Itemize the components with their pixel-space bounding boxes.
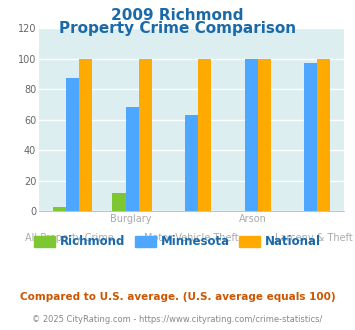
Text: Motor Vehicle Theft: Motor Vehicle Theft	[144, 233, 239, 243]
Bar	[245, 59, 258, 211]
Text: Arson: Arson	[239, 214, 267, 224]
Legend: Richmond, Minnesota, National: Richmond, Minnesota, National	[29, 231, 326, 253]
Bar	[79, 59, 92, 211]
Text: All Property Crime: All Property Crime	[25, 233, 114, 243]
Bar	[126, 108, 139, 211]
Bar	[139, 59, 152, 211]
Bar	[258, 59, 271, 211]
Text: Burglary: Burglary	[110, 214, 151, 224]
Text: © 2025 CityRating.com - https://www.cityrating.com/crime-statistics/: © 2025 CityRating.com - https://www.city…	[32, 315, 323, 324]
Bar	[304, 63, 317, 211]
Text: Compared to U.S. average. (U.S. average equals 100): Compared to U.S. average. (U.S. average …	[20, 292, 335, 302]
Bar	[317, 59, 331, 211]
Bar	[66, 79, 79, 211]
Bar	[185, 115, 198, 211]
Bar	[53, 207, 66, 211]
Bar	[113, 193, 126, 211]
Text: 2009 Richmond: 2009 Richmond	[111, 8, 244, 23]
Bar	[198, 59, 211, 211]
Text: Property Crime Comparison: Property Crime Comparison	[59, 21, 296, 36]
Text: Larceny & Theft: Larceny & Theft	[275, 233, 353, 243]
